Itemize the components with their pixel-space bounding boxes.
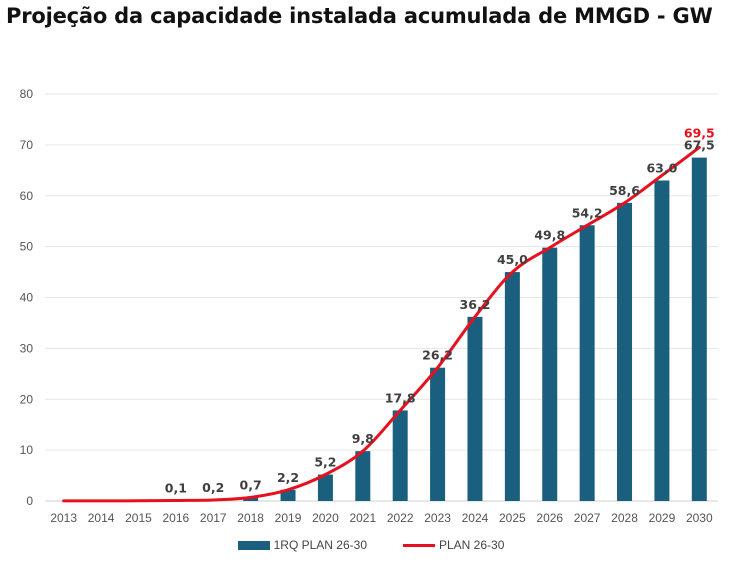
y-tick-label: 20 (20, 392, 34, 406)
x-tick-label: 2015 (125, 511, 152, 525)
bar (691, 157, 707, 501)
bar (317, 474, 333, 501)
bar-data-label: 26,2 (422, 348, 453, 363)
bar-data-label: 2,2 (277, 470, 299, 485)
bar-data-label: 36,2 (460, 297, 491, 312)
x-tick-label: 2020 (312, 511, 339, 525)
bar (542, 247, 558, 501)
x-tick-label: 2025 (499, 511, 526, 525)
x-axis-ticks: 2013 2014 2015 2016 2017 2018 2019 2020 2021 2022… (50, 511, 713, 525)
data-labels: 0,1 0,2 0,7 2,2 5,2 9,8 17,8 26,2 36,2 45,0 49,8 54… (165, 125, 715, 495)
y-tick-label: 40 (20, 291, 34, 305)
bar (392, 410, 408, 501)
y-tick-label: 80 (20, 87, 34, 101)
y-tick-label: 60 (20, 189, 34, 203)
bar-data-label: 54,2 (572, 205, 603, 220)
x-tick-label: 2024 (462, 511, 489, 525)
bar (243, 497, 259, 501)
y-tick-label: 30 (20, 341, 34, 355)
bar (654, 180, 670, 502)
x-tick-label: 2030 (686, 511, 713, 525)
bar-data-label: 45,0 (497, 252, 528, 267)
legend: 1RQ PLAN 26-30 PLAN 26-30 (0, 538, 742, 552)
bar (504, 272, 520, 501)
bar (467, 316, 483, 501)
line-series (62, 145, 701, 503)
x-tick-label: 2016 (163, 511, 190, 525)
bar-series (56, 157, 707, 502)
x-tick-label: 2021 (349, 511, 376, 525)
x-tick-label: 2027 (574, 511, 601, 525)
x-tick-label: 2028 (611, 511, 638, 525)
bar-data-label: 63,0 (646, 160, 677, 175)
legend-item-bar: 1RQ PLAN 26-30 (237, 538, 367, 552)
line-end-label: 69,5 (684, 125, 715, 140)
y-axis-ticks: 0 10 20 30 40 50 60 70 80 (20, 87, 34, 508)
x-tick-label: 2023 (424, 511, 451, 525)
x-tick-label: 2029 (649, 511, 676, 525)
legend-item-line: PLAN 26-30 (403, 538, 504, 552)
legend-swatch-line (403, 543, 435, 547)
bar-data-label: 49,8 (534, 228, 565, 243)
bar-data-label: 67,5 (684, 138, 715, 153)
legend-swatch-bar (237, 540, 270, 550)
legend-label-line: PLAN 26-30 (439, 538, 505, 552)
bar-data-label: 0,7 (240, 477, 262, 492)
bar (617, 202, 633, 501)
x-tick-label: 2019 (275, 511, 302, 525)
bar (579, 225, 595, 501)
y-tick-label: 50 (20, 240, 34, 254)
bar-data-label: 58,6 (609, 183, 640, 198)
y-tick-label: 70 (20, 138, 34, 152)
y-tick-label: 10 (20, 443, 34, 457)
bar-data-label: 0,2 (202, 480, 224, 495)
bar (280, 489, 296, 501)
y-tick-label: 0 (26, 494, 33, 508)
x-tick-label: 2026 (536, 511, 563, 525)
bar-data-label: 17,8 (385, 390, 416, 405)
bar (355, 451, 371, 501)
x-tick-label: 2018 (237, 511, 264, 525)
bar-data-label: 0,1 (165, 480, 187, 495)
legend-label-bar: 1RQ PLAN 26-30 (273, 538, 367, 552)
chart-title: Projeção da capacidade instalada acumula… (6, 4, 713, 28)
x-tick-label: 2017 (200, 511, 227, 525)
x-tick-label: 2022 (387, 511, 414, 525)
line-series-path (62, 145, 701, 503)
bar-data-label: 9,8 (352, 431, 374, 446)
bar-data-label: 5,2 (314, 455, 336, 470)
bar (430, 367, 446, 501)
x-tick-label: 2014 (88, 511, 115, 525)
x-tick-label: 2013 (50, 511, 77, 525)
